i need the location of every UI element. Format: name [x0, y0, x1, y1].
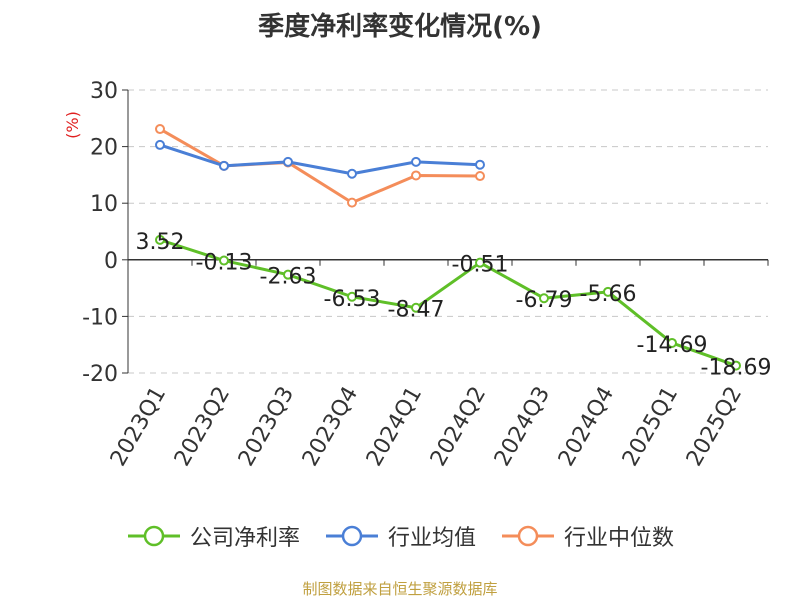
data-point	[283, 156, 293, 167]
data-point	[219, 255, 229, 266]
x-tick-label: 2023Q2	[170, 383, 235, 471]
x-tick-label: 2025Q2	[682, 383, 747, 471]
x-tick-label: 2023Q3	[234, 383, 299, 471]
axis-layer: 30 20 10 0 -10 -20 (%) 2023Q12023Q22023Q32023Q4…	[63, 79, 769, 471]
data-point	[539, 293, 549, 304]
data-point	[475, 257, 485, 268]
legend-symbol	[127, 525, 180, 547]
legend-item[interactable]: 公司净利率	[126, 520, 300, 552]
y-tick-label: 10	[90, 192, 118, 217]
data-point	[283, 269, 293, 280]
x-tick-label: 2024Q3	[490, 383, 555, 471]
x-tick-label: 2024Q2	[426, 383, 491, 471]
data-label: -0.13	[196, 251, 253, 276]
data-point	[475, 171, 485, 182]
y-tick-label: -10	[82, 305, 118, 330]
grid-layer	[128, 89, 768, 374]
legend-symbol	[502, 525, 554, 547]
source-note: 制图数据来自恒生聚源数据库	[302, 580, 498, 598]
data-point	[155, 234, 165, 245]
data-label: -6.79	[516, 288, 573, 313]
data-label: -0.51	[452, 253, 509, 278]
data-label: -14.69	[637, 333, 708, 358]
chart-title: 季度净利率变化情况(%)	[258, 12, 542, 42]
data-point	[411, 302, 421, 313]
data-point	[155, 124, 165, 135]
y-tick-label: 20	[90, 136, 118, 161]
data-label: -18.69	[701, 356, 772, 381]
series-layer	[155, 124, 741, 371]
y-tick-label: 30	[90, 79, 118, 104]
data-point	[347, 168, 357, 179]
y-axis-label: (%)	[63, 111, 82, 139]
chart-canvas: 30 20 10 0 -10 -20 (%) 2023Q12023Q22023Q32023Q4…	[63, 79, 772, 471]
legend-symbol	[325, 525, 378, 547]
legend-label: 公司净利率	[189, 526, 300, 551]
data-label: 3.52	[136, 230, 185, 255]
label-layer: 3.52 -0.13 -2.63 -6.53 -8.47 -0.51 -6.79 -5.66 -…	[136, 230, 772, 381]
data-point	[475, 159, 485, 170]
data-point	[347, 291, 357, 302]
x-tick-label: 2024Q1	[362, 383, 427, 471]
legend-item[interactable]: 行业均值	[324, 520, 476, 552]
data-point	[155, 139, 165, 150]
x-tick-label: 2025Q1	[618, 383, 683, 471]
y-tick-label: 0	[104, 249, 118, 274]
data-label: -8.47	[388, 298, 445, 323]
x-tick-label: 2023Q1	[106, 383, 171, 471]
series-line	[159, 127, 481, 205]
data-point	[603, 286, 613, 297]
x-tick-label: 2023Q4	[298, 383, 363, 471]
data-point	[347, 197, 357, 208]
data-point	[731, 360, 741, 371]
legend-label: 行业均值	[387, 526, 476, 551]
series-line	[159, 238, 737, 367]
series-line	[159, 143, 481, 176]
data-label: -5.66	[580, 282, 637, 307]
data-point	[411, 156, 421, 167]
data-point	[411, 170, 421, 181]
data-point	[219, 160, 229, 171]
legend-label: 行业中位数	[564, 526, 675, 551]
data-label: -2.63	[260, 265, 317, 290]
legend: 公司净利率 行业均值 行业中位数	[0, 520, 800, 552]
data-point	[667, 337, 677, 348]
x-tick-label: 2024Q4	[554, 383, 619, 471]
legend-item[interactable]: 行业中位数	[500, 520, 674, 552]
data-label: -6.53	[324, 287, 381, 312]
y-tick-label: -20	[82, 362, 118, 387]
